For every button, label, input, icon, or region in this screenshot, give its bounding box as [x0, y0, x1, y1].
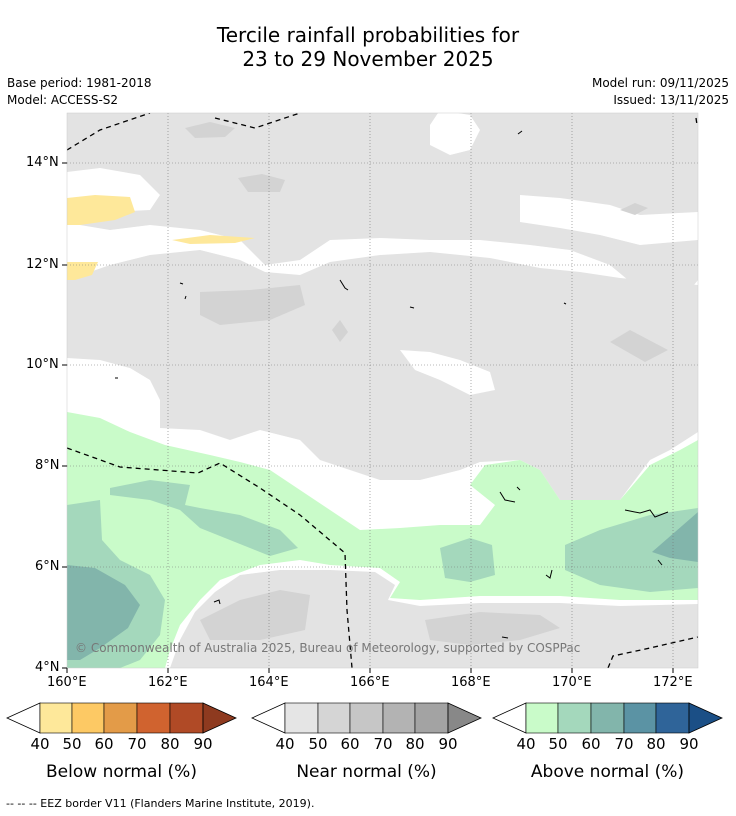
below-over-arrow — [202, 702, 237, 734]
model-name: Model: ACCESS-S2 — [7, 93, 119, 107]
chart-title-line1: Tercile rainfall probabilities for — [216, 23, 520, 47]
near-normal-colorbar — [251, 702, 482, 734]
eez-footnote: -- -- -- EEZ border V11 (Flanders Marine… — [6, 797, 315, 810]
near-over-arrow — [447, 702, 482, 734]
near-normal-patch-2 — [238, 174, 285, 192]
below-tick-80: 80 — [160, 735, 180, 753]
lon-label-168e: 168°E — [451, 675, 491, 690]
above-bin-60-70 — [590, 702, 625, 734]
above-bin-40-50 — [525, 702, 559, 734]
lat-label-10n: 10°N — [26, 357, 59, 372]
below-tick-70: 70 — [127, 735, 147, 753]
lat-label-12n: 12°N — [26, 257, 59, 272]
above-bin-80-90 — [655, 702, 690, 734]
lon-label-164e: 164°E — [249, 675, 289, 690]
below-normal-colorbar — [6, 702, 237, 734]
near-tick-50: 50 — [308, 735, 328, 753]
above-tick-60: 60 — [581, 735, 601, 753]
above-tick-70: 70 — [614, 735, 634, 753]
above-tick-90: 90 — [679, 735, 699, 753]
below-bin-80-90 — [169, 702, 204, 734]
near-normal-patch-5 — [610, 330, 668, 362]
base-period: Base period: 1981-2018 — [7, 76, 152, 90]
lon-label-166e: 166°E — [350, 675, 390, 690]
lon-label-172e: 172°E — [653, 675, 693, 690]
above-under-arrow — [492, 702, 527, 734]
model-run: Model run: 09/11/2025 — [591, 76, 729, 90]
below-normal-patch-3 — [67, 262, 98, 280]
near-tick-60: 60 — [340, 735, 360, 753]
above-normal-region — [67, 412, 698, 668]
near-bin-50-60 — [317, 702, 351, 734]
lat-label-8n: 8°N — [35, 458, 60, 473]
lat-label-6n: 6°N — [35, 559, 60, 574]
near-tick-70: 70 — [373, 735, 393, 753]
near-bin-40-50 — [284, 702, 319, 734]
above-normal-60-region-east — [652, 512, 698, 562]
above-tick-50: 50 — [548, 735, 568, 753]
near-tick-80: 80 — [405, 735, 425, 753]
lon-label-162e: 162°E — [148, 675, 188, 690]
below-normal-patch-1 — [67, 195, 135, 225]
below-bin-70-80 — [136, 702, 171, 734]
near-normal-patch-1 — [185, 122, 235, 138]
near-normal-patch-south-2 — [425, 612, 560, 645]
near-tick-90: 90 — [438, 735, 458, 753]
issued-date: Issued: 13/11/2025 — [613, 93, 729, 107]
above-over-arrow — [688, 702, 723, 734]
near-under-arrow — [251, 702, 286, 734]
above-normal-50-region-central — [110, 480, 298, 556]
below-tick-40: 40 — [30, 735, 50, 753]
near-normal-patch-4 — [332, 320, 348, 342]
near-bin-70-80 — [382, 702, 416, 734]
islands — [115, 130, 669, 639]
lat-label-4n: 4°N — [35, 660, 60, 675]
no-signal-gap-3 — [520, 195, 698, 245]
above-tick-40: 40 — [516, 735, 536, 753]
above-normal-50-region-east2 — [565, 508, 698, 592]
near-normal-patch-3 — [200, 285, 305, 325]
above-bin-50-60 — [557, 702, 592, 734]
near-normal-patch-south-1 — [200, 590, 310, 640]
near-bin-60-70 — [349, 702, 384, 734]
gridlines — [67, 113, 698, 668]
below-normal-label: Below normal (%) — [46, 762, 197, 782]
above-normal-60-region-west — [67, 565, 140, 660]
below-tick-60: 60 — [94, 735, 114, 753]
below-normal-patch-2 — [172, 235, 255, 244]
map-credit: © Commonwealth of Australia 2025, Bureau… — [75, 641, 581, 655]
lon-label-170e: 170°E — [552, 675, 592, 690]
near-normal-label: Near normal (%) — [296, 762, 437, 782]
eez-border — [67, 113, 698, 668]
lat-label-14n: 14°N — [26, 155, 59, 170]
below-tick-90: 90 — [193, 735, 213, 753]
below-bin-50-60 — [71, 702, 105, 734]
no-signal-gap-2 — [430, 113, 480, 155]
below-bin-40-50 — [39, 702, 73, 734]
below-tick-50: 50 — [62, 735, 82, 753]
above-normal-colorbar — [492, 702, 723, 734]
lon-label-160e: 160°E — [47, 675, 87, 690]
chart-title-line2: 23 to 29 November 2025 — [242, 47, 494, 71]
above-normal-label: Above normal (%) — [530, 762, 685, 782]
below-under-arrow — [6, 702, 41, 734]
above-bin-70-80 — [623, 702, 657, 734]
above-tick-80: 80 — [646, 735, 666, 753]
below-bin-60-70 — [103, 702, 138, 734]
near-normal-patch-6 — [620, 203, 648, 215]
above-normal-50-region-east1 — [440, 538, 495, 582]
near-tick-40: 40 — [275, 735, 295, 753]
near-bin-80-90 — [414, 702, 449, 734]
